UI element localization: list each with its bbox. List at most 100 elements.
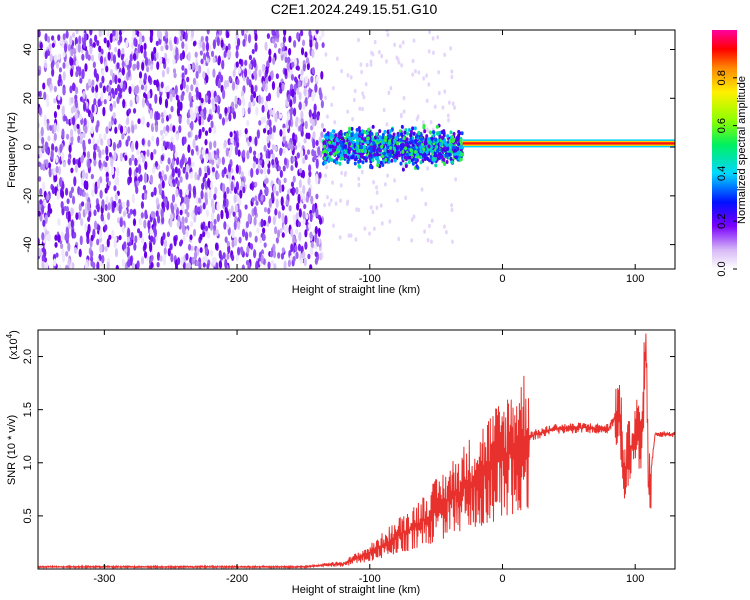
spectrogram-cell bbox=[227, 106, 231, 114]
spectrogram-cell bbox=[44, 214, 48, 224]
y-tick-label: 1.5 bbox=[22, 402, 34, 417]
spectrogram-cell bbox=[454, 155, 458, 160]
spectrogram-cell bbox=[369, 205, 373, 210]
spectrogram-cell bbox=[327, 157, 331, 162]
spectrogram-cell bbox=[339, 140, 343, 145]
spectrogram-cell bbox=[415, 134, 419, 139]
spectrogram-cell bbox=[136, 228, 141, 234]
spectrogram-cell bbox=[134, 157, 138, 167]
spectrogram-cell bbox=[156, 261, 160, 268]
spectrogram-cell bbox=[114, 46, 118, 53]
spectrogram-cell bbox=[231, 229, 235, 239]
spectrogram-cell bbox=[205, 95, 209, 102]
spectrogram-cell bbox=[47, 135, 51, 142]
spectrogram-cell bbox=[98, 159, 102, 169]
spectrogram-cell bbox=[176, 180, 180, 188]
spectrogram-cell bbox=[208, 113, 212, 120]
spectrogram-cell bbox=[300, 69, 304, 76]
spectrogram-cell bbox=[397, 153, 401, 158]
spectrogram-cell bbox=[143, 42, 147, 51]
spectrogram-cell bbox=[286, 112, 291, 122]
spectrogram-cell bbox=[274, 226, 278, 235]
spectrogram-cell bbox=[73, 247, 78, 254]
spectrogram-cell bbox=[135, 84, 140, 95]
spectrogram-cell bbox=[313, 109, 317, 120]
spectrogram-cell bbox=[287, 94, 291, 103]
spectrogram-cell bbox=[271, 38, 275, 44]
spectrogram-cell bbox=[67, 242, 71, 252]
spectrogram-cell bbox=[141, 138, 145, 146]
spectrogram-cell bbox=[136, 60, 140, 71]
spectrogram-cell bbox=[42, 181, 46, 192]
spectrogram-cell bbox=[402, 136, 406, 141]
spectrogram-cell bbox=[287, 56, 291, 64]
spectrogram-cell bbox=[254, 84, 258, 93]
spectrogram-cell bbox=[361, 129, 365, 134]
spectrogram-cell bbox=[388, 129, 392, 134]
spectrogram-cell bbox=[454, 177, 458, 182]
spectrogram-cell bbox=[374, 156, 378, 161]
spectrogram-cell bbox=[80, 217, 84, 227]
spectrogram-cell bbox=[347, 233, 351, 238]
spectrogram-cell bbox=[306, 62, 310, 71]
spectrogram-cell bbox=[400, 144, 404, 149]
spectrogram-cell bbox=[128, 167, 132, 177]
colorbar: 0.00.20.40.60.8 Normalized spectral ampl… bbox=[712, 30, 748, 277]
spectrogram-cell bbox=[315, 193, 319, 200]
spectrogram-cell bbox=[69, 58, 74, 66]
spectrogram-cell bbox=[90, 54, 95, 62]
spectrogram-cell bbox=[405, 137, 409, 142]
spectrogram-cell bbox=[71, 262, 75, 269]
spectrogram-cell bbox=[99, 189, 103, 199]
spectrogram-cell bbox=[87, 138, 92, 145]
spectrogram-cell bbox=[55, 61, 60, 69]
spectrogram-cell bbox=[351, 154, 355, 159]
snr-multiplier: (x104) bbox=[5, 330, 20, 360]
spectrogram-cell bbox=[140, 236, 145, 244]
spectrogram-cell bbox=[200, 97, 204, 104]
spectrogram-cell bbox=[109, 79, 113, 86]
spectrogram-cell bbox=[175, 47, 179, 57]
spectrogram-cell bbox=[300, 110, 304, 120]
spectrogram-cell bbox=[400, 132, 404, 137]
spectrogram-cell bbox=[431, 36, 435, 41]
spectrogram-cell bbox=[335, 141, 339, 146]
spectrogram-cell bbox=[184, 68, 188, 75]
spectrogram-cell bbox=[307, 132, 311, 140]
spectrogram-cell bbox=[82, 191, 86, 197]
spectrogram-cell bbox=[113, 150, 117, 162]
spectrogram-cell bbox=[269, 126, 273, 135]
spectrogram-cell bbox=[375, 205, 379, 211]
spectrogram-cell bbox=[105, 126, 109, 134]
spectrogram-cell bbox=[302, 210, 306, 220]
spectrogram-cell bbox=[62, 161, 67, 168]
spectrogram-cell bbox=[141, 61, 145, 71]
spectrogram-cell bbox=[279, 147, 283, 157]
spectrogram-cell bbox=[206, 231, 211, 239]
spectrogram-cell bbox=[371, 158, 375, 163]
spectrogram-cell bbox=[121, 201, 126, 208]
spectrogram-cell bbox=[188, 94, 192, 102]
spectrogram-cell bbox=[161, 134, 165, 143]
spectrogram-cell bbox=[436, 148, 440, 153]
spectrogram-cell bbox=[297, 193, 301, 204]
spectrogram-cell bbox=[284, 56, 288, 64]
spectrogram-cell bbox=[418, 141, 422, 146]
spectrogram-cell bbox=[128, 176, 132, 184]
spectrogram-cell bbox=[174, 166, 178, 174]
spectrogram-cell bbox=[388, 219, 392, 224]
spectrogram-cell bbox=[208, 141, 213, 150]
spectrogram-cell bbox=[273, 263, 277, 269]
spectrogram-cell bbox=[357, 207, 361, 213]
spectrogram-cell bbox=[429, 130, 433, 135]
spectrogram-cell bbox=[147, 58, 151, 66]
spectrogram-cell bbox=[323, 152, 327, 157]
spectrogram-cell bbox=[413, 149, 417, 154]
spectrogram-cell bbox=[198, 128, 202, 137]
spectrogram-cell bbox=[269, 250, 274, 258]
spectrogram-cell bbox=[141, 35, 145, 43]
spectrogram-cell bbox=[430, 239, 433, 244]
spectrogram-cell bbox=[179, 239, 184, 245]
spectrogram-cell bbox=[357, 182, 361, 188]
spectrogram-cell bbox=[189, 99, 193, 109]
